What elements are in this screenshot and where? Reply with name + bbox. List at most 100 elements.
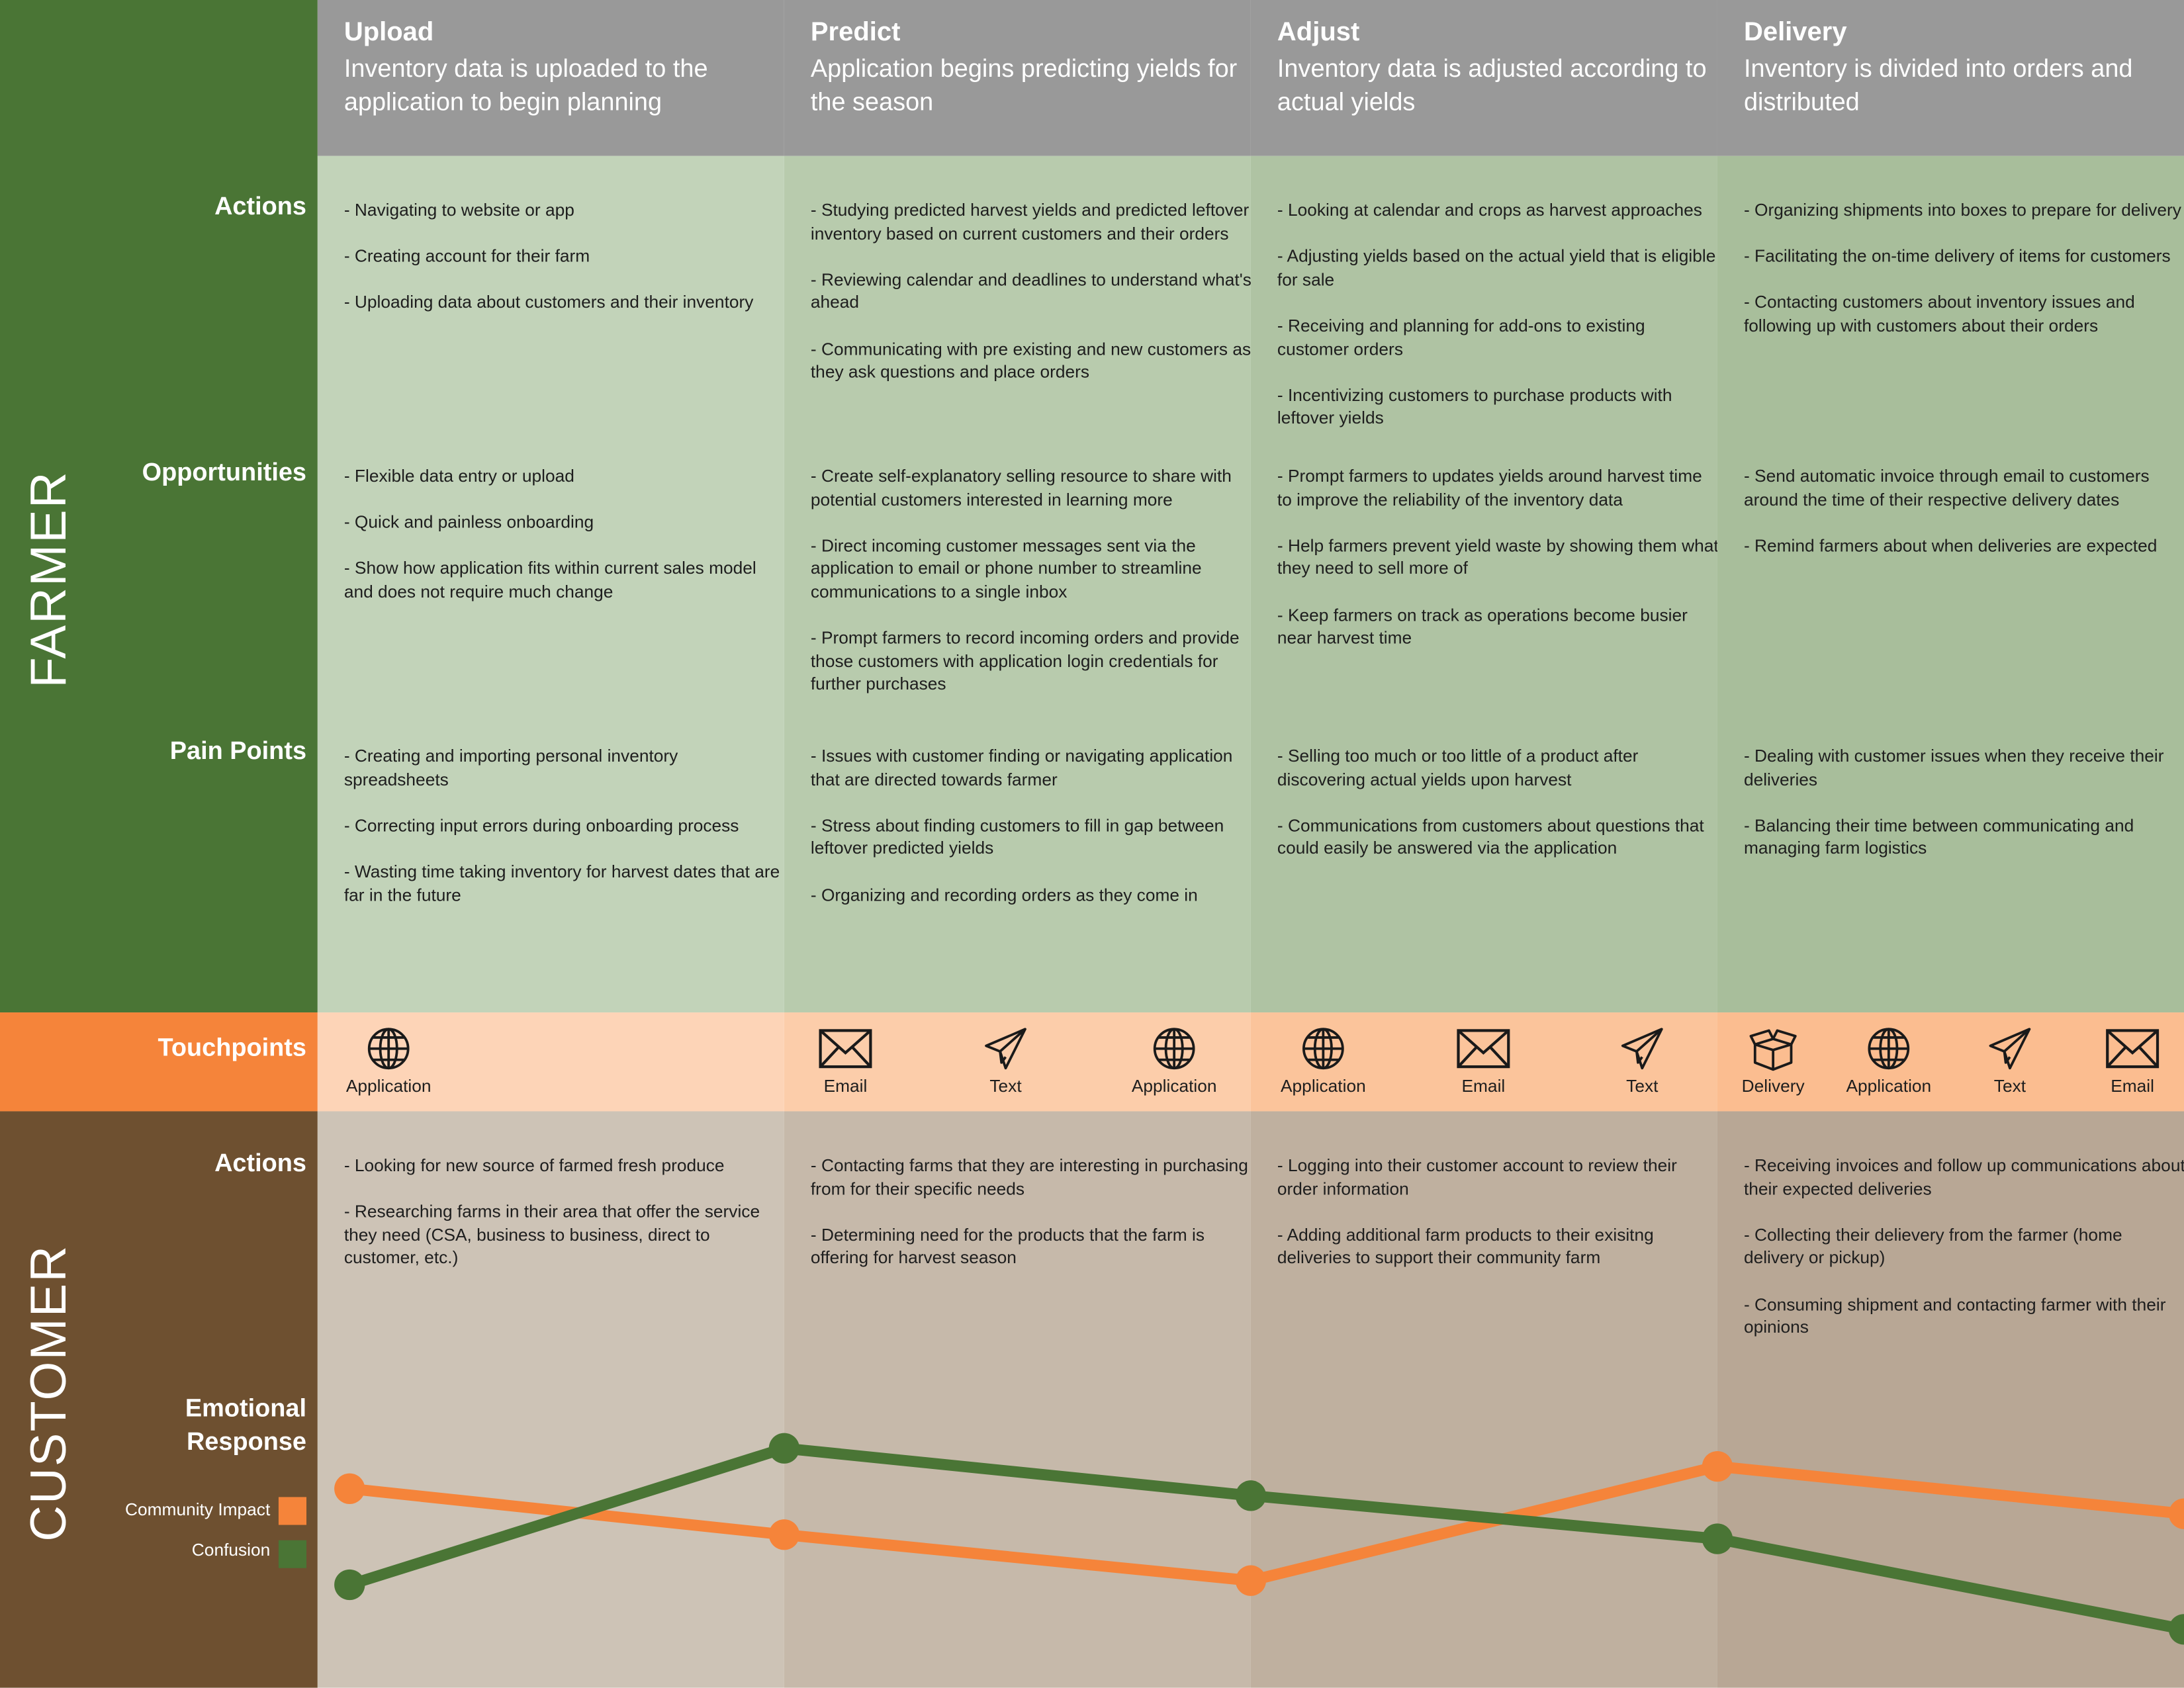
- stage-description: Inventory data is adjusted according to …: [1277, 54, 1707, 116]
- list-item: - Contacting customers about inventory i…: [1743, 292, 2135, 336]
- opportunities-list: - Send automatic invoice through email t…: [1744, 465, 2184, 581]
- touchpoint: Email: [2070, 1025, 2184, 1096]
- touchpoint-label: Text: [1626, 1076, 1659, 1096]
- legend-swatch: [278, 1540, 307, 1568]
- list-item: - Direct incoming customer messages sent…: [810, 535, 1202, 602]
- touchpoint: Email: [1421, 1025, 1546, 1096]
- farmer-actions-list: - Organizing shipments into boxes to pre…: [1744, 199, 2184, 361]
- customer-actions-list: - Logging into their customer account to…: [1277, 1155, 1720, 1294]
- list-item: - Selling too much or too little of a pr…: [1277, 746, 1639, 789]
- stage-title: Adjust: [1277, 18, 1360, 48]
- customer-column: [784, 1111, 1251, 1688]
- stage-header: Upload Inventory data is uploaded to the …: [317, 0, 784, 156]
- list-item: - Contacting farms that they are interes…: [810, 1155, 1248, 1199]
- list-item: - Uploading data about customers and the…: [343, 292, 754, 313]
- touchpoint: Application: [1261, 1025, 1386, 1096]
- touchpoint: Delivery: [1710, 1025, 1835, 1096]
- touchpoint-label: Text: [1993, 1076, 2026, 1096]
- list-item: - Balancing their time between communica…: [1743, 815, 2134, 859]
- customer-actions-list: - Looking for new source of farmed fresh…: [344, 1155, 787, 1294]
- touchpoint-label: Email: [823, 1076, 868, 1096]
- touchpoint: Text: [943, 1025, 1068, 1096]
- community-impact-points: [334, 1450, 2184, 1596]
- customer-column: [317, 1111, 784, 1688]
- list-item: - Creating and importing personal invent…: [343, 746, 678, 789]
- list-item: - Flexible data entry or upload: [343, 466, 574, 486]
- list-item: - Communicating with pre existing and ne…: [810, 339, 1251, 382]
- customer-column: [1717, 1111, 2184, 1688]
- stage-header: Delivery Inventory is divided into orders…: [1717, 0, 2184, 156]
- stage-title: Upload: [343, 18, 434, 48]
- list-item: - Issues with customer finding or naviga…: [810, 746, 1233, 789]
- pain-points-list: - Creating and importing personal invent…: [344, 745, 787, 930]
- farmer-actions-list: - Looking at calendar and crops as harve…: [1277, 199, 1720, 453]
- list-item: - Stress about finding customers to fill…: [810, 815, 1224, 859]
- community-impact-line: [349, 1460, 2184, 1587]
- list-item: - Determining need for the products that…: [810, 1225, 1205, 1268]
- list-item: - Create self-explanatory selling resour…: [810, 466, 1232, 510]
- touchpoint: Text: [1947, 1025, 2072, 1096]
- list-item: - Remind farmers about when deliveries a…: [1743, 535, 2158, 556]
- touchpoint: Application: [1111, 1025, 1236, 1096]
- list-item: - Looking at calendar and crops as harve…: [1277, 200, 1702, 220]
- customer-sidebar: [0, 1111, 318, 1688]
- opportunities-list: - Create self-explanatory selling resour…: [811, 465, 1253, 719]
- list-item: - Researching farms in their area that o…: [343, 1202, 760, 1268]
- list-item: - Receiving invoices and follow up commu…: [1743, 1155, 2184, 1199]
- list-item: - Incentivizing customers to purchase pr…: [1277, 385, 1672, 428]
- legend-label: Confusion: [191, 1540, 271, 1560]
- touchpoint-label: Application: [1281, 1076, 1366, 1096]
- list-item: - Adding additional farm products to the…: [1277, 1225, 1654, 1268]
- farmer-column: [784, 155, 1251, 1013]
- list-item: - Creating account for their farm: [343, 246, 590, 267]
- farmer-column: [1250, 155, 1717, 1013]
- touchpoint-label: Text: [989, 1076, 1022, 1096]
- legend-swatch: [278, 1497, 307, 1525]
- list-item: - Keep farmers on track as operations be…: [1277, 605, 1688, 648]
- list-item: - Looking for new source of farmed fresh…: [343, 1155, 725, 1176]
- list-item: - Send automatic invoice through email t…: [1743, 466, 2150, 510]
- customer-column: [1250, 1111, 1717, 1688]
- list-item: - Adjusting yields based on the actual y…: [1277, 246, 1716, 290]
- stage-description: Application begins predicting yields for…: [810, 54, 1238, 116]
- row-label: Emotional Response: [185, 1394, 307, 1456]
- list-item: - Help farmers prevent yield waste by sh…: [1277, 535, 1719, 579]
- stage-title: Delivery: [1743, 18, 1847, 48]
- row-label: Pain Points: [169, 736, 307, 765]
- row-label: Opportunities: [142, 458, 307, 486]
- opportunities-list: - Prompt farmers to updates yields aroun…: [1277, 465, 1720, 673]
- stage-title: Predict: [810, 18, 901, 48]
- list-item: - Communications from customers about qu…: [1277, 815, 1704, 859]
- touchpoint-label: Delivery: [1741, 1076, 1805, 1096]
- touchpoint-label: Application: [345, 1076, 432, 1096]
- touchpoint: Application: [1826, 1025, 1951, 1096]
- list-item: - Show how application fits within curre…: [343, 558, 756, 602]
- farmer-column: [1717, 155, 2184, 1013]
- customer-actions-list: - Contacting farms that they are interes…: [811, 1155, 1253, 1294]
- list-item: - Facilitating the on-time delivery of i…: [1743, 246, 2171, 267]
- list-item: - Navigating to website or app: [343, 200, 574, 220]
- touchpoint: Application: [326, 1025, 451, 1096]
- row-label: Touchpoints: [158, 1033, 307, 1061]
- opportunities-list: - Flexible data entry or upload - Quick a…: [344, 465, 787, 627]
- list-item: - Studying predicted harvest yields and …: [810, 200, 1250, 244]
- list-item: - Receiving and planning for add-ons to …: [1277, 316, 1645, 359]
- farmer-actions-list: - Navigating to website or app - Creating…: [344, 199, 787, 338]
- list-item: - Organizing and recording orders as the…: [810, 885, 1198, 905]
- legend-label: Community Impact: [124, 1499, 271, 1520]
- touchpoint-label: Email: [2111, 1076, 2155, 1096]
- customer-actions-list: - Receiving invoices and follow up commu…: [1744, 1155, 2184, 1362]
- pain-points-list: - Selling too much or too little of a pr…: [1277, 745, 1720, 884]
- list-item: - Organizing shipments into boxes to pre…: [1743, 200, 2181, 220]
- farmer-column: [317, 155, 784, 1013]
- list-item: - Prompt farmers to updates yields aroun…: [1277, 466, 1702, 510]
- stage-description: Inventory data is uploaded to the applic…: [343, 54, 708, 116]
- pain-points-list: - Dealing with customer issues when they…: [1744, 745, 2184, 884]
- stage-header: Predict Application begins predicting yie…: [784, 0, 1251, 156]
- touchpoint: Text: [1580, 1025, 1705, 1096]
- confusion-line: [347, 1443, 2184, 1635]
- list-item: - Quick and painless onboarding: [343, 512, 594, 533]
